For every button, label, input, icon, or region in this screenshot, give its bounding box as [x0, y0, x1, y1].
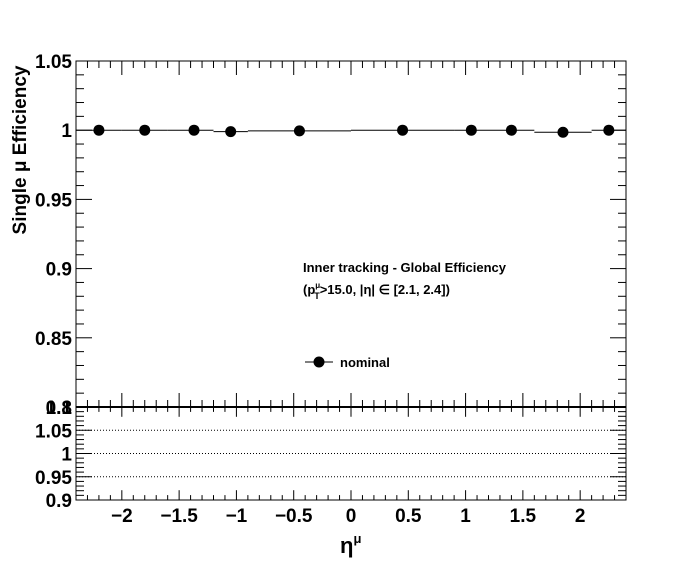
ratio-y-tick-label: 1.1	[46, 398, 73, 419]
ratio-y-axis: 0.90.951 1.051.1	[35, 398, 626, 512]
data-point	[505, 124, 517, 136]
main-y-tick-label: 0.8	[46, 398, 72, 419]
legend-marker	[313, 356, 325, 368]
ratio-y-tick-label: 1.05	[35, 421, 72, 442]
x-tick-label: 1	[460, 506, 471, 527]
main-y-tick-label: 0.9	[46, 260, 72, 281]
x-tick-label: 0	[346, 506, 357, 527]
data-point	[188, 124, 200, 136]
series-nominal	[76, 124, 626, 138]
data-point	[225, 126, 237, 138]
main-y-tick-label: 0.85	[35, 329, 72, 350]
data-point	[397, 124, 409, 136]
data-point	[603, 124, 615, 136]
data-point	[557, 126, 569, 138]
ratio-plot-frame	[75, 406, 627, 501]
annotation-title: Inner tracking - Global Efficiency	[303, 260, 507, 275]
ratio-y-tick-label: 0.95	[35, 468, 72, 489]
x-tick-label: −0.5	[275, 506, 313, 527]
x-tick-label: 2	[575, 506, 586, 527]
data-point	[139, 124, 151, 136]
x-axis-label: ημ	[340, 531, 361, 558]
data-point	[293, 125, 305, 137]
legend-label: nominal	[340, 355, 390, 370]
data-point	[465, 124, 477, 136]
main-y-axis: 0.8 0.85 0.9 0.95 1 1.05	[35, 52, 626, 419]
main-y-tick-label: 1	[61, 121, 72, 142]
legend: nominal	[305, 355, 390, 370]
annotation-cut: (pμ T>15.0, |η| ∈ [2.1, 2.4])	[303, 281, 450, 301]
main-y-tick-label: 1.05	[35, 52, 72, 73]
ratio-gridlines	[76, 429, 626, 478]
ratio-y-tick-label: 0.9	[46, 491, 72, 512]
x-tick-label: −1.5	[160, 506, 198, 527]
x-tick-label: 0.5	[395, 506, 422, 527]
data-point	[93, 124, 105, 136]
x-tick-label: 1.5	[510, 506, 537, 527]
y-axis-label: Single μ Efficiency	[10, 65, 31, 234]
x-tick-label: −2	[111, 506, 133, 527]
x-axis: −2 −1.5 −1 −0.5 0 0.5 1 1.5 2	[75, 61, 627, 527]
ratio-y-tick-label: 1	[61, 445, 72, 466]
main-y-tick-label: 0.95	[35, 190, 72, 211]
x-tick-label: −1	[226, 506, 248, 527]
